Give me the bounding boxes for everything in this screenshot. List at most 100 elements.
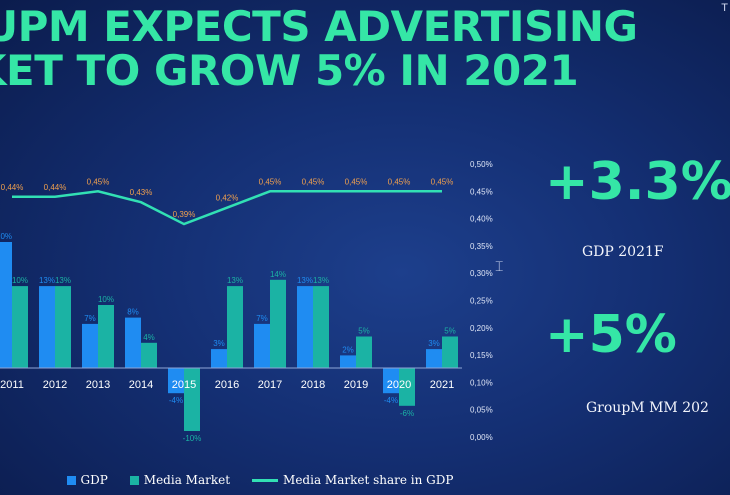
bar-media-market — [227, 286, 243, 368]
data-label-share: 0,45% — [388, 177, 411, 186]
data-label-gdp: 8% — [127, 308, 139, 317]
data-label-media-market: 10% — [12, 276, 28, 285]
legend-swatch-share — [252, 478, 279, 482]
bar-gdp — [340, 355, 356, 368]
bar-gdp — [0, 242, 12, 368]
data-label-gdp: -4% — [384, 396, 398, 405]
bar-gdp — [297, 286, 313, 368]
data-label-media-market: 13% — [227, 276, 243, 285]
y2-tick-label: 0,00% — [470, 433, 493, 442]
data-label-media-market: 4% — [143, 333, 155, 342]
kpi-groupm-label: GroupM MM 202 — [586, 400, 709, 416]
x-tick-label: 2014 — [129, 379, 153, 391]
data-label-share: 0,39% — [173, 210, 196, 219]
bar-media-market — [399, 368, 415, 406]
bar-media-market — [442, 336, 458, 368]
axis-layer: 2011 2012 2013 2014 2015 2016 2017 2018 2019 2020… — [0, 160, 493, 442]
y2-tick-label: 0,50% — [470, 160, 493, 169]
data-label-share: 0,45% — [302, 177, 325, 186]
data-label-share: 0,44% — [44, 183, 67, 192]
media-share-line — [12, 190, 442, 226]
corner-mark: T — [721, 2, 728, 14]
data-label-share: 0,45% — [87, 177, 110, 186]
bar-media-market — [12, 286, 28, 368]
data-label-media-market: 5% — [358, 327, 370, 336]
legend-item-gdp: GDP — [66, 473, 108, 487]
media-market-chart: 20%10%13%13%7%10%8%4%-4%-10%3%13%7%14%13… — [0, 160, 493, 443]
data-label-gdp: -4% — [169, 396, 183, 405]
bars-layer — [0, 242, 458, 431]
legend-label-share: Media Market share in GDP — [283, 473, 454, 487]
y2-tick-label: 0,15% — [470, 351, 493, 360]
x-tick-label: 2017 — [258, 379, 282, 391]
x-tick-label: 2012 — [43, 379, 67, 391]
data-label-share: 0,43% — [130, 188, 153, 197]
y2-tick-label: 0,10% — [470, 378, 493, 387]
bar-gdp — [39, 286, 55, 368]
data-label-gdp: 20% — [0, 232, 12, 241]
bar-gdp — [211, 349, 227, 368]
x-tick-label: 2016 — [215, 379, 239, 391]
x-tick-label: 2013 — [86, 379, 110, 391]
bar-gdp — [254, 323, 270, 368]
bar-gdp — [426, 349, 442, 368]
data-label-gdp: 13% — [297, 276, 313, 285]
legend-swatch-media — [129, 475, 139, 485]
line-layer — [12, 190, 442, 226]
x-tick-label: 2019 — [344, 379, 368, 391]
x-tick-label: 2011 — [0, 379, 24, 391]
data-label-media-market: 10% — [98, 295, 114, 304]
y2-tick-label: 0,45% — [470, 187, 493, 196]
kpi-gdp-value: +3.3% — [545, 152, 730, 212]
data-label-gdp: 7% — [84, 314, 96, 323]
x-tick-label: 2020 — [387, 379, 411, 391]
y2-tick-label: 0,20% — [470, 324, 493, 333]
data-label-share: 0,42% — [216, 194, 239, 203]
data-label-media-market: -6% — [400, 409, 414, 418]
data-label-gdp: 7% — [256, 314, 268, 323]
data-label-gdp: 3% — [428, 339, 440, 348]
y2-tick-label: 0,25% — [470, 297, 493, 306]
data-label-share: 0,45% — [431, 177, 454, 186]
bar-gdp — [82, 323, 98, 368]
data-label-gdp: 3% — [213, 339, 225, 348]
y2-tick-label: 0,30% — [470, 269, 493, 278]
legend-label-media: Media Market — [143, 473, 231, 487]
title-line-2: KET TO GROW 5% IN 2021 — [0, 46, 579, 95]
bar-media-market — [141, 342, 157, 368]
y2-tick-label: 0,05% — [470, 406, 493, 415]
bar-gdp — [383, 368, 399, 394]
data-label-media-market: 14% — [270, 270, 286, 279]
x-tick-label: 2015 — [172, 379, 196, 391]
bar-media-market — [270, 279, 286, 368]
data-label-share: 0,45% — [345, 177, 368, 186]
kpi-groupm-value: +5% — [545, 305, 677, 365]
text-cursor-icon: ⌶ — [495, 258, 504, 274]
bar-media-market — [356, 336, 372, 368]
data-label-media-market: 5% — [444, 327, 456, 336]
kpi-gdp-label: GDP 2021F — [582, 244, 664, 260]
y2-tick-label: 0,40% — [470, 215, 493, 224]
x-tick-label: 2018 — [301, 379, 325, 391]
legend-item-media: Media Market — [129, 473, 231, 487]
data-label-media-market: 13% — [313, 276, 329, 285]
bar-media-market — [313, 286, 329, 368]
bar-media-market — [98, 305, 114, 368]
legend-item-share: Media Market share in GDP — [252, 473, 453, 487]
legend-swatch-gdp — [66, 475, 76, 485]
title-line-1: UPM EXPECTS ADVERTISING — [0, 2, 638, 51]
bar-media-market — [184, 368, 200, 431]
legend-label-gdp: GDP — [80, 473, 108, 487]
bar-gdp — [125, 317, 141, 368]
data-label-media-market: 13% — [55, 276, 71, 285]
data-label-share: 0,44% — [1, 183, 24, 192]
data-label-gdp: 13% — [39, 276, 55, 285]
data-label-media-market: -10% — [183, 434, 202, 443]
data-label-share: 0,45% — [259, 177, 282, 186]
labels-layer: 20%10%13%13%7%10%8%4%-4%-10%3%13%7%14%13… — [0, 177, 456, 443]
bar-gdp — [168, 368, 184, 394]
chart-legend: GDP Media Market Media Market share in G… — [0, 473, 520, 487]
data-label-gdp: 2% — [342, 345, 354, 354]
y2-tick-label: 0,35% — [470, 242, 493, 251]
bar-media-market — [55, 286, 71, 368]
